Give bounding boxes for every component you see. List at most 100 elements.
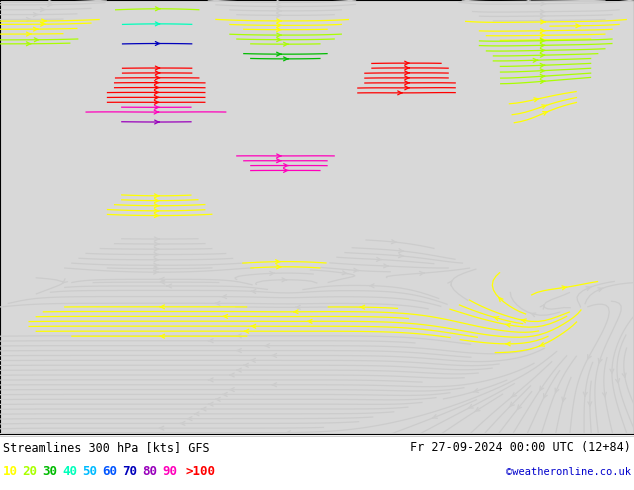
FancyArrowPatch shape [474,389,479,392]
FancyArrowPatch shape [276,28,281,32]
FancyArrowPatch shape [295,305,301,309]
FancyArrowPatch shape [277,0,281,4]
FancyArrowPatch shape [616,379,619,383]
FancyArrowPatch shape [517,405,522,409]
FancyArrowPatch shape [155,76,160,80]
FancyArrowPatch shape [277,19,281,23]
FancyArrowPatch shape [468,405,474,409]
FancyArrowPatch shape [160,334,165,338]
FancyArrowPatch shape [187,416,192,420]
FancyArrowPatch shape [420,271,424,275]
FancyArrowPatch shape [154,209,159,213]
FancyArrowPatch shape [294,310,298,314]
FancyArrowPatch shape [540,386,543,391]
FancyArrowPatch shape [283,169,288,172]
FancyArrowPatch shape [236,348,242,352]
FancyArrowPatch shape [155,7,160,11]
FancyArrowPatch shape [307,319,312,323]
FancyArrowPatch shape [154,110,158,114]
FancyArrowPatch shape [167,284,171,288]
FancyArrowPatch shape [250,358,256,362]
FancyArrowPatch shape [155,198,159,202]
FancyArrowPatch shape [475,407,480,412]
Text: 70: 70 [122,466,137,478]
FancyArrowPatch shape [230,373,234,377]
FancyArrowPatch shape [272,383,276,387]
FancyArrowPatch shape [540,49,545,52]
FancyArrowPatch shape [160,305,164,309]
FancyArrowPatch shape [541,10,545,14]
FancyArrowPatch shape [272,354,276,357]
FancyArrowPatch shape [209,402,213,406]
FancyArrowPatch shape [576,24,581,28]
FancyArrowPatch shape [540,69,545,73]
FancyArrowPatch shape [540,14,545,18]
FancyArrowPatch shape [534,98,539,101]
FancyArrowPatch shape [511,392,517,397]
FancyArrowPatch shape [540,305,544,309]
FancyArrowPatch shape [155,120,159,124]
FancyArrowPatch shape [155,86,159,90]
FancyArrowPatch shape [541,20,545,24]
FancyArrowPatch shape [155,194,159,198]
FancyArrowPatch shape [277,4,281,8]
FancyArrowPatch shape [391,240,396,244]
FancyArrowPatch shape [384,264,389,268]
FancyArrowPatch shape [154,263,158,267]
FancyArrowPatch shape [269,271,275,275]
FancyArrowPatch shape [494,317,499,320]
FancyArrowPatch shape [509,402,514,407]
FancyArrowPatch shape [354,269,358,272]
FancyArrowPatch shape [404,61,410,65]
FancyArrowPatch shape [223,315,228,318]
FancyArrowPatch shape [342,271,347,275]
FancyArrowPatch shape [277,24,281,27]
FancyArrowPatch shape [282,278,287,282]
FancyArrowPatch shape [540,19,545,23]
FancyArrowPatch shape [432,415,437,418]
FancyArrowPatch shape [398,91,403,95]
FancyArrowPatch shape [588,355,592,359]
FancyArrowPatch shape [404,86,410,90]
FancyArrowPatch shape [277,33,281,37]
Text: 60: 60 [102,466,117,478]
FancyArrowPatch shape [540,74,545,78]
FancyArrowPatch shape [540,38,545,42]
FancyArrowPatch shape [27,32,31,36]
FancyArrowPatch shape [251,324,256,328]
FancyArrowPatch shape [286,431,290,435]
FancyArrowPatch shape [223,392,227,396]
FancyArrowPatch shape [244,329,249,333]
FancyArrowPatch shape [586,287,591,291]
Text: Streamlines 300 hPa [kts] GFS: Streamlines 300 hPa [kts] GFS [3,441,210,454]
FancyArrowPatch shape [41,23,45,26]
FancyArrowPatch shape [155,81,159,85]
FancyArrowPatch shape [404,81,410,85]
FancyArrowPatch shape [562,397,566,401]
Text: 10: 10 [3,466,18,478]
FancyArrowPatch shape [399,254,403,258]
FancyArrowPatch shape [540,29,545,33]
FancyArrowPatch shape [583,392,587,396]
FancyArrowPatch shape [540,63,545,67]
Text: 40: 40 [62,466,77,478]
FancyArrowPatch shape [154,258,158,262]
FancyArrowPatch shape [276,13,281,17]
FancyArrowPatch shape [399,249,404,253]
FancyArrowPatch shape [499,297,503,302]
FancyArrowPatch shape [155,91,159,95]
FancyArrowPatch shape [27,42,31,46]
FancyArrowPatch shape [276,154,281,158]
FancyArrowPatch shape [155,71,160,75]
FancyArrowPatch shape [209,339,213,343]
FancyArrowPatch shape [562,286,567,290]
FancyArrowPatch shape [602,392,606,396]
FancyArrowPatch shape [276,52,281,56]
FancyArrowPatch shape [543,393,547,398]
FancyArrowPatch shape [160,280,165,284]
FancyArrowPatch shape [34,27,38,31]
FancyArrowPatch shape [159,426,164,430]
FancyArrowPatch shape [49,0,53,4]
FancyArrowPatch shape [555,388,559,392]
FancyArrowPatch shape [155,22,160,26]
